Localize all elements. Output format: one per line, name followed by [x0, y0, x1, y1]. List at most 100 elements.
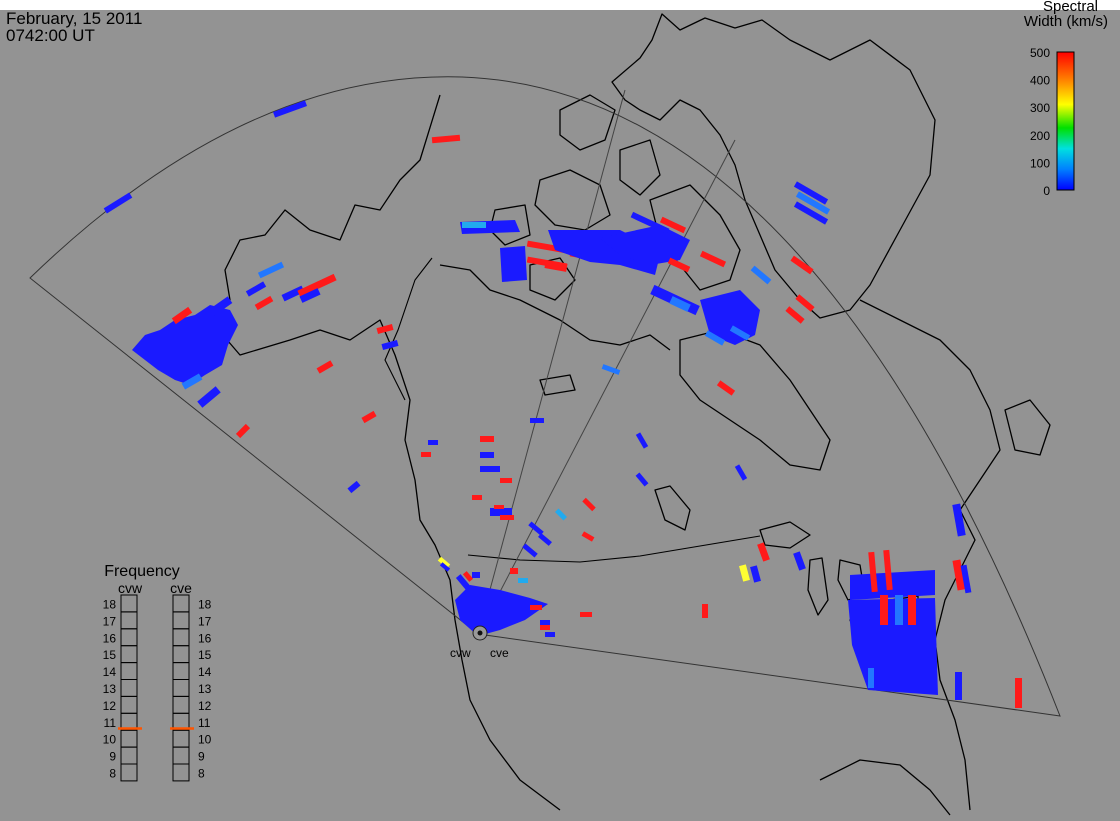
- echo-cell: [528, 521, 544, 536]
- echo-cell: [361, 410, 377, 424]
- frequency-scale-label: 8: [109, 766, 116, 780]
- echo-cell: [716, 380, 736, 396]
- echo-cell: [455, 574, 473, 592]
- echo-cell: [480, 466, 500, 472]
- echo-cell: [316, 360, 334, 374]
- colorbar-gradient: [1056, 51, 1075, 191]
- echo-cell: [883, 549, 893, 591]
- echo-cell: [437, 556, 451, 569]
- echo-cell: [347, 480, 361, 494]
- frequency-scale-label: 14: [103, 665, 117, 679]
- hudson-bay: [679, 329, 831, 471]
- colorbar-tick-label: 300: [1030, 101, 1050, 115]
- radar-label-cve: cve: [490, 646, 509, 660]
- echo-cell: [540, 625, 550, 630]
- echo-cell: [171, 306, 193, 325]
- echo-cell: [700, 290, 760, 345]
- top-strip: [0, 0, 1120, 10]
- echo-cell: [235, 423, 251, 439]
- echo-cell: [600, 225, 690, 265]
- echo-cell: [790, 255, 814, 275]
- lake-michigan: [807, 557, 829, 616]
- echo-cell: [635, 432, 649, 449]
- frequency-scale-label: 17: [103, 614, 117, 628]
- arctic-island-5: [529, 257, 576, 301]
- frequency-title: Frequency: [104, 563, 180, 580]
- echo-cell: [500, 246, 527, 282]
- echo-cell: [582, 497, 596, 512]
- echo-cell: [500, 478, 512, 483]
- frequency-cve-label: cve: [170, 580, 192, 596]
- echo-cell: [376, 324, 394, 334]
- frequency-cvw-label: cvw: [118, 580, 143, 596]
- echo-cell: [545, 632, 555, 637]
- echo-cell: [254, 295, 274, 311]
- echo-cell: [955, 672, 962, 700]
- beam-line-west: [477, 89, 626, 635]
- echo-cell: [132, 305, 238, 385]
- echo-cell: [785, 306, 805, 324]
- echo-cell: [428, 440, 438, 445]
- echo-cell: [704, 330, 726, 346]
- echo-cell: [197, 386, 221, 408]
- frequency-scale-label: 15: [198, 648, 212, 662]
- echo-cell: [734, 464, 748, 481]
- frequency-scale-label: 15: [103, 648, 117, 662]
- echo-cell: [850, 570, 935, 600]
- time-label: 0742:00 UT: [6, 26, 95, 45]
- echo-cell: [421, 452, 431, 457]
- north-mainland-coast: [439, 264, 671, 351]
- echo-cell: [522, 543, 538, 558]
- frequency-scale-label: 13: [198, 682, 212, 696]
- colorbar-tick-label: 0: [1043, 184, 1050, 198]
- echo-cell: [281, 285, 305, 302]
- echo-cell: [518, 578, 528, 583]
- echo-cell: [908, 595, 916, 625]
- arctic-island-2: [559, 94, 616, 151]
- colorbar-title-1: Spectral: [1043, 0, 1098, 15]
- echo-cell: [795, 191, 831, 215]
- echo-cell: [530, 418, 544, 423]
- radar-fov: [29, 76, 1061, 717]
- frequency-scale-label: 18: [198, 597, 212, 611]
- echo-cell: [739, 564, 750, 582]
- echo-cell: [795, 294, 815, 312]
- frequency-scale-label: 16: [198, 631, 212, 645]
- colorbar-tick-label: 400: [1030, 74, 1050, 88]
- greenland-coast: [611, 13, 936, 319]
- echo-cell: [538, 533, 552, 546]
- echo-cell: [494, 505, 504, 509]
- echo-cell: [793, 181, 829, 205]
- us-gulf-coast: [819, 759, 951, 816]
- echo-cells: [103, 100, 1022, 708]
- echo-cell: [490, 508, 512, 516]
- echo-cell: [581, 531, 595, 542]
- colorbar-title-2: Width (km/s): [1024, 13, 1108, 30]
- echo-cell: [381, 340, 399, 350]
- echo-cell: [635, 472, 649, 487]
- beam-line-east: [477, 139, 736, 635]
- arctic-island-3: [619, 139, 661, 196]
- echo-cell: [580, 612, 592, 617]
- echo-cell: [455, 585, 548, 636]
- borders: [384, 257, 761, 563]
- frequency-scale-label: 12: [198, 699, 212, 713]
- frequency-panel: Frequency cvw cve 1817161514131211109818…: [103, 563, 212, 782]
- frequency-scale-label: 12: [103, 699, 117, 713]
- echo-cell: [431, 134, 461, 144]
- echo-cell: [1015, 678, 1022, 708]
- great-slave-lake: [539, 374, 576, 396]
- echo-cell: [630, 211, 670, 235]
- colorbar-ticks: 500 400 300 200 100 0: [1030, 46, 1050, 198]
- echo-cell: [480, 452, 494, 458]
- echo-cell: [757, 542, 770, 562]
- frequency-scale-label: 13: [103, 682, 117, 696]
- echo-cell: [181, 373, 203, 390]
- fov-outline: [29, 76, 1061, 717]
- date-label: February, 15 2011: [6, 9, 143, 28]
- frequency-scale-label: 14: [198, 665, 212, 679]
- radar-label-cvw: cvw: [450, 646, 471, 660]
- echo-cell: [500, 515, 514, 520]
- echo-cell: [960, 564, 972, 594]
- frequency-scale-label: 18: [103, 597, 117, 611]
